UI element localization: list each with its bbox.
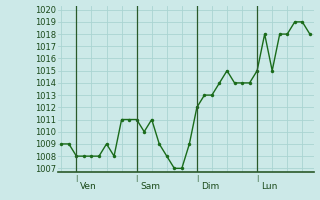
Text: |: | (135, 175, 138, 182)
Text: Dim: Dim (201, 182, 219, 191)
Text: |: | (75, 175, 78, 182)
Text: |: | (196, 175, 198, 182)
Text: Lun: Lun (261, 182, 277, 191)
Text: Sam: Sam (140, 182, 160, 191)
Text: |: | (256, 175, 258, 182)
Text: Ven: Ven (80, 182, 97, 191)
